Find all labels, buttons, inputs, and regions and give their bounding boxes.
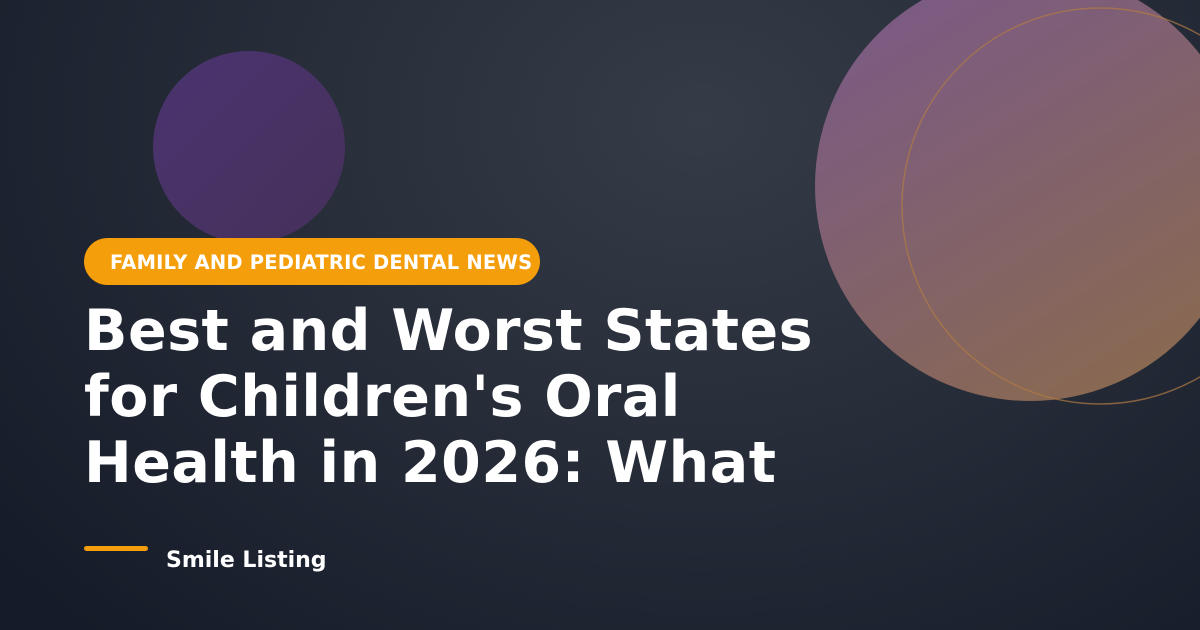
title: Best and Worst States for Children's Ora… (84, 298, 813, 496)
accent-bar (84, 546, 148, 551)
title-line: Best and Worst States (84, 298, 814, 364)
title-line: for Children's Oral (84, 364, 681, 430)
circle (815, 0, 1200, 401)
ring (901, 7, 1200, 405)
title-line: Health in 2026: What (84, 430, 777, 496)
author: Smile Listing (166, 548, 327, 573)
circle (153, 51, 345, 243)
category-badge: FAMILY AND PEDIATRIC DENTAL NEWS (84, 238, 541, 285)
